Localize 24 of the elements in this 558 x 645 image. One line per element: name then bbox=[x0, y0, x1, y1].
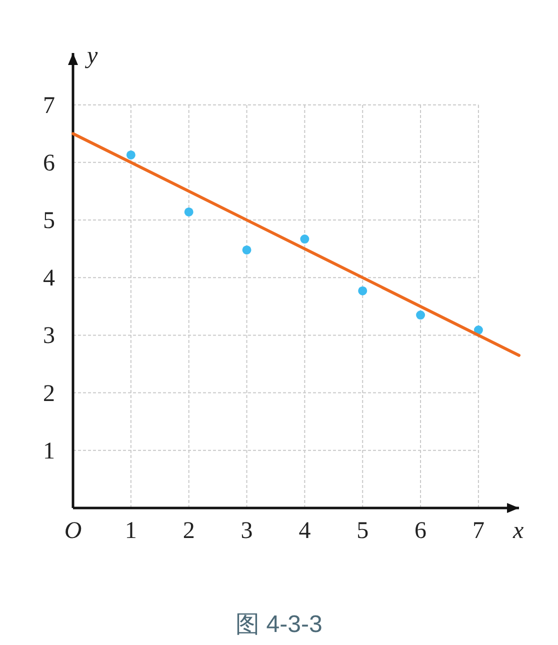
x-tick-label: 3 bbox=[240, 518, 253, 544]
x-tick-label: 1 bbox=[124, 518, 137, 544]
point bbox=[242, 245, 252, 254]
point bbox=[300, 234, 310, 244]
caption: 图 4-3-3 bbox=[236, 611, 322, 638]
y-tick-label: 6 bbox=[43, 150, 55, 176]
y-tick-label: 5 bbox=[43, 208, 55, 234]
y-axis-title: y bbox=[85, 43, 98, 69]
point bbox=[416, 310, 426, 320]
point bbox=[184, 207, 194, 216]
y-tick-label: 4 bbox=[43, 266, 55, 292]
x-tick-label: 6 bbox=[414, 518, 427, 544]
x-axis-title: x bbox=[512, 518, 524, 544]
x-tick-label: 7 bbox=[472, 518, 484, 544]
x-tick-label: O bbox=[64, 518, 82, 544]
y-tick-label: 1 bbox=[43, 438, 55, 464]
y-tick-label: 2 bbox=[43, 380, 55, 407]
x-tick-label: 2 bbox=[182, 518, 195, 544]
point bbox=[358, 286, 368, 296]
x-tick-label: 5 bbox=[356, 518, 369, 544]
x-tick-label: 4 bbox=[298, 518, 311, 544]
y-tick-label: 3 bbox=[43, 323, 55, 350]
y-tick-label: 7 bbox=[43, 92, 55, 119]
point bbox=[126, 150, 136, 160]
